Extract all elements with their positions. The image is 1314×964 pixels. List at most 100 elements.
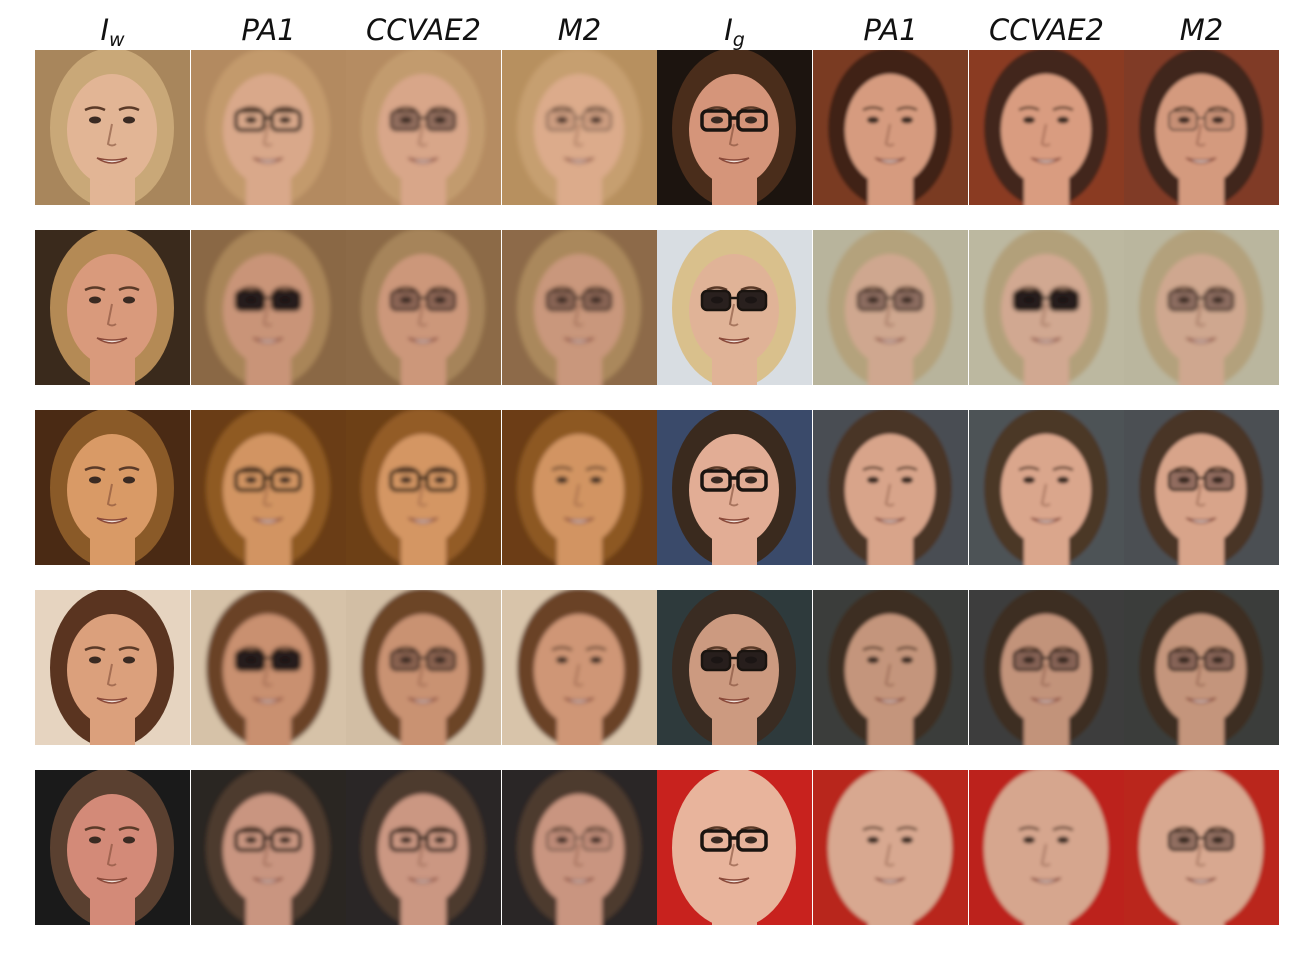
- face-image-svg: [502, 50, 657, 205]
- face-image: [35, 770, 190, 925]
- face-image-svg: [813, 410, 968, 565]
- face-image: [1124, 770, 1279, 925]
- face-image: [969, 770, 1124, 925]
- face-illustration: [346, 590, 501, 745]
- face-image: [191, 410, 346, 565]
- face-illustration: [813, 230, 968, 385]
- face-illustration: [813, 410, 968, 565]
- face-illustration: [191, 50, 346, 205]
- column-header-label: M2: [557, 13, 602, 47]
- face-illustration: [1124, 50, 1279, 205]
- face-image: [346, 590, 501, 745]
- face-illustration: [502, 770, 657, 925]
- face-image-svg: [346, 590, 501, 745]
- face-illustration: [657, 770, 812, 925]
- face-image: [657, 770, 812, 925]
- face-image-svg: [35, 50, 190, 205]
- face-image-svg: [502, 770, 657, 925]
- face-image-svg: [969, 590, 1124, 745]
- face-illustration: [813, 50, 968, 205]
- face-image-svg: [346, 410, 501, 565]
- face-illustration: [657, 50, 812, 205]
- face-illustration: [657, 410, 812, 565]
- face-image: [502, 590, 657, 745]
- face-image: [346, 50, 501, 205]
- face-illustration: [191, 770, 346, 925]
- face-image-svg: [657, 590, 812, 745]
- face-image-svg: [346, 230, 501, 385]
- face-illustration: [191, 230, 346, 385]
- face-image-svg: [35, 590, 190, 745]
- column-header: PA1: [191, 12, 346, 48]
- face-image-svg: [35, 770, 190, 925]
- face-image-svg: [502, 410, 657, 565]
- face-illustration: [813, 770, 968, 925]
- face-illustration: [346, 50, 501, 205]
- face-illustration: [813, 590, 968, 745]
- face-image: [35, 590, 190, 745]
- face-image-svg: [1124, 770, 1279, 925]
- face-image-svg: [346, 50, 501, 205]
- column-header-label: PA1: [863, 13, 918, 47]
- face-illustration: [502, 230, 657, 385]
- face-image: [1124, 230, 1279, 385]
- face-image-svg: [1124, 410, 1279, 565]
- face-image-svg: [1124, 50, 1279, 205]
- face-illustration: [1124, 410, 1279, 565]
- face-illustration: [969, 230, 1124, 385]
- face-illustration: [35, 230, 190, 385]
- face-image: [1124, 410, 1279, 565]
- face-image: [502, 50, 657, 205]
- face-illustration: [346, 770, 501, 925]
- face-image-svg: [969, 770, 1124, 925]
- face-illustration: [502, 410, 657, 565]
- face-image: [1124, 50, 1279, 205]
- face-image-svg: [502, 590, 657, 745]
- face-image-svg: [657, 50, 812, 205]
- column-header: Iw: [35, 12, 190, 58]
- face-image: [813, 50, 968, 205]
- face-image-svg: [346, 770, 501, 925]
- column-header-label: M2: [1179, 13, 1224, 47]
- face-image-svg: [969, 230, 1124, 385]
- column-header-label: PA1: [241, 13, 296, 47]
- face-image-svg: [813, 50, 968, 205]
- face-image-svg: [657, 410, 812, 565]
- face-image: [191, 590, 346, 745]
- face-image-svg: [191, 410, 346, 565]
- face-image: [813, 410, 968, 565]
- face-image-svg: [191, 770, 346, 925]
- column-header-subscript: w: [109, 29, 125, 51]
- face-illustration: [35, 590, 190, 745]
- face-image-svg: [35, 230, 190, 385]
- face-illustration: [969, 410, 1124, 565]
- face-image: [969, 590, 1124, 745]
- face-illustration: [969, 770, 1124, 925]
- face-illustration: [35, 50, 190, 205]
- face-image-svg: [969, 50, 1124, 205]
- face-image: [969, 230, 1124, 385]
- face-illustration: [35, 770, 190, 925]
- face-image: [813, 590, 968, 745]
- face-illustration: [969, 50, 1124, 205]
- column-header: PA1: [813, 12, 968, 48]
- face-image-svg: [813, 590, 968, 745]
- column-header: Ig: [657, 12, 812, 58]
- face-image: [346, 770, 501, 925]
- face-image-svg: [1124, 590, 1279, 745]
- face-image: [813, 230, 968, 385]
- face-image-svg: [502, 230, 657, 385]
- face-image: [657, 230, 812, 385]
- face-image: [35, 410, 190, 565]
- face-illustration: [346, 230, 501, 385]
- face-image: [657, 50, 812, 205]
- face-illustration: [346, 410, 501, 565]
- face-illustration: [657, 590, 812, 745]
- column-header-subscript: g: [732, 29, 745, 51]
- face-illustration: [969, 590, 1124, 745]
- face-illustration: [1124, 770, 1279, 925]
- face-image: [657, 590, 812, 745]
- face-image-svg: [191, 50, 346, 205]
- face-illustration: [191, 410, 346, 565]
